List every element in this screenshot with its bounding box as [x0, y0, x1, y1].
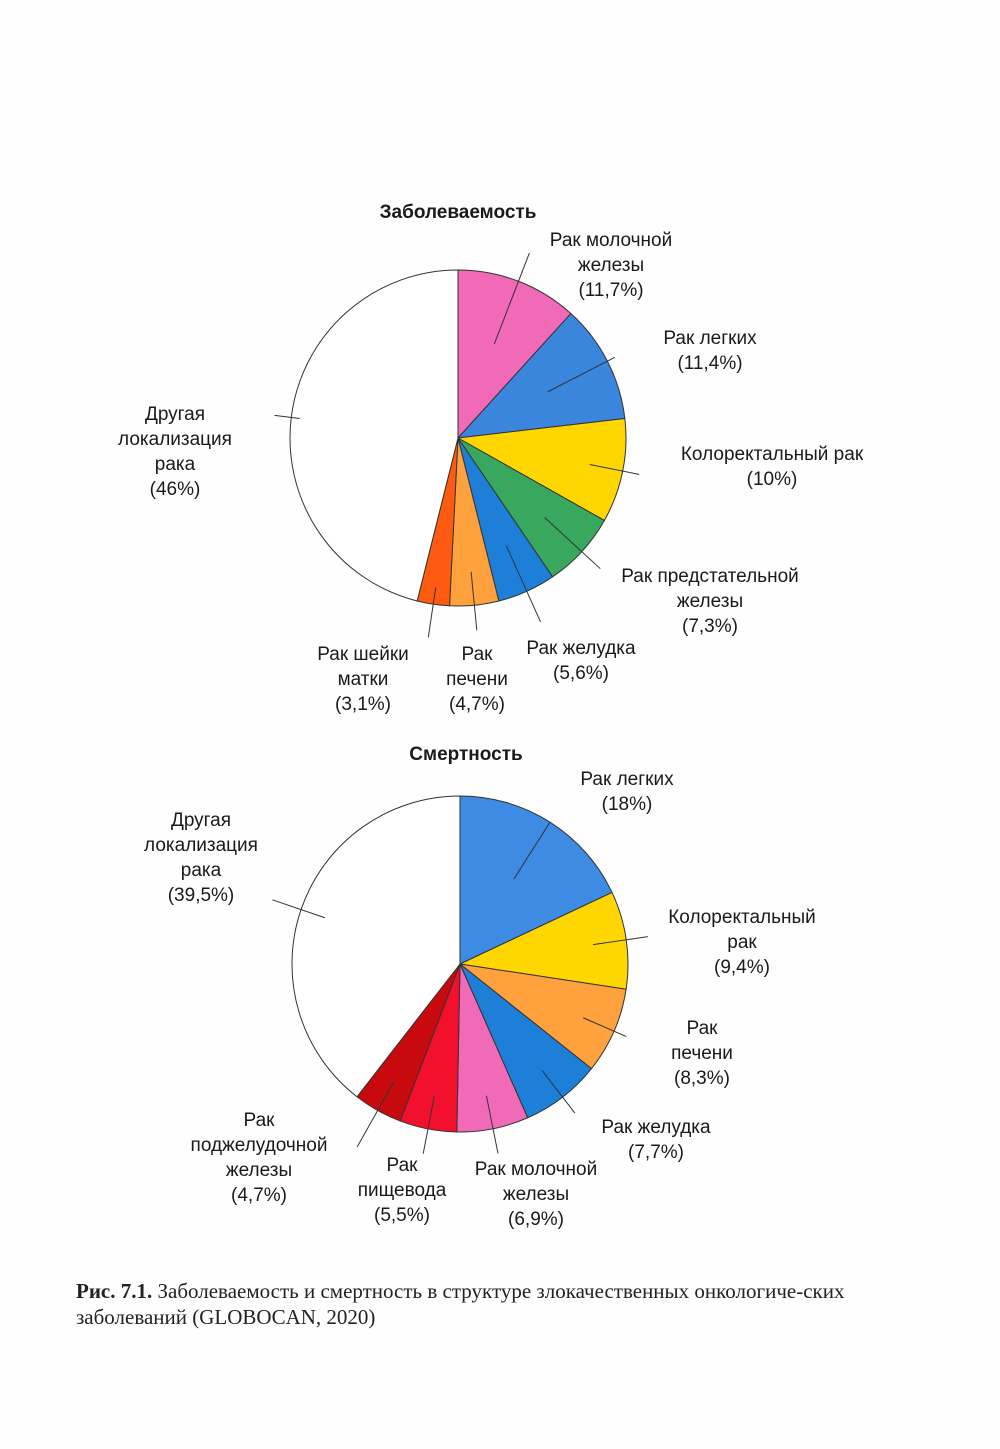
slice-label-text: Другая [144, 404, 206, 425]
pie-slice [459, 795, 613, 965]
slice-label-text: Рак [686, 1018, 718, 1039]
slice-label-text: железы [577, 255, 645, 276]
slice-label-text: Рак [461, 644, 493, 665]
slice-value-label: (3,1%) [335, 694, 391, 715]
slice-label-text: Рак легких [663, 328, 757, 349]
slice-label-text: Рак шейки [317, 644, 409, 665]
slice-label-text: железы [225, 1160, 293, 1181]
slice-label-text: пищевода [357, 1180, 447, 1201]
slice-label-text: железы [676, 591, 744, 612]
slice-label-text: Колоректальный [668, 907, 816, 928]
slice-label: Рак печени (8,3%) [671, 1016, 733, 1091]
slice-label-text: рака [154, 454, 196, 475]
slice-label: Рак поджелудочной железы (4,7%) [191, 1108, 328, 1208]
slice-label-text: железы [502, 1184, 570, 1205]
slice-value-label: (10%) [746, 469, 798, 490]
leader-line [422, 1095, 435, 1154]
slice-value-label: (11,7%) [578, 280, 644, 301]
slice-value-label: (7,3%) [682, 616, 738, 637]
slice-value-label: (9,4%) [714, 957, 770, 978]
leader-line [505, 545, 541, 623]
chart-title-mortality: Смертность [409, 744, 523, 765]
slice-label-text: локализация [144, 835, 258, 856]
slice-value-label: (46%) [149, 479, 201, 500]
slice-label-text: поджелудочной [190, 1135, 328, 1156]
leader-line [544, 517, 601, 570]
slice-label: Рак печени (4,7%) [446, 642, 508, 717]
leader-line [274, 414, 300, 419]
slice-label-text: рака [180, 860, 222, 881]
slice-value-label: (7,7%) [628, 1142, 684, 1163]
slice-label: Рак пищевода (5,5%) [358, 1153, 447, 1228]
slice-label: Другая локализация рака (39,5%) [144, 808, 258, 908]
leader-line [356, 1080, 395, 1148]
slice-value-label: (5,5%) [374, 1205, 430, 1226]
slice-label-text: Рак легких [580, 769, 674, 790]
slice-label-text: Другая [170, 810, 232, 831]
slice-label-text: печени [671, 1043, 733, 1064]
leader-line [589, 463, 640, 475]
slice-label: Рак шейки матки (3,1%) [317, 642, 409, 717]
slice-value-label: (6,9%) [508, 1209, 564, 1230]
leader-line [541, 1070, 576, 1114]
leader-line [513, 821, 551, 880]
slice-label: Рак желудка (7,7%) [601, 1115, 710, 1165]
slice-label-text: матки [337, 669, 389, 690]
slice-label-text: рак [727, 932, 757, 953]
slice-value-label: (4,7%) [449, 694, 505, 715]
leader-line [272, 899, 326, 919]
figure-caption: Рис. 7.1. Заболеваемость и смертность в … [76, 1278, 936, 1330]
slice-label-text: Рак молочной [474, 1159, 598, 1180]
slice-value-label: (4,7%) [231, 1185, 287, 1206]
slice-label: Колоректальный рак (10%) [681, 442, 863, 492]
slice-value-label: (39,5%) [167, 885, 235, 906]
slice-label: Другая локализация рака (46%) [118, 402, 232, 502]
slice-label-text: Рак [243, 1110, 275, 1131]
leader-line [470, 571, 478, 631]
slice-label-text: Рак желудка [526, 638, 636, 659]
leader-line [427, 587, 437, 638]
slice-label-text: Колоректальный рак [680, 444, 864, 465]
slice-label-text: Рак желудка [601, 1117, 711, 1138]
slice-label-text: печени [446, 669, 508, 690]
slice-label-text: Рак предстательной [621, 566, 799, 587]
slice-label: Колоректальный рак (9,4%) [668, 905, 816, 980]
slice-label: Рак молочной железы (6,9%) [475, 1157, 597, 1232]
leader-line [493, 252, 530, 345]
slice-label-text: Рак молочной [549, 230, 673, 251]
slice-label-text: локализация [118, 429, 232, 450]
slice-value-label: (11,4%) [677, 353, 743, 374]
slice-label: Рак легких (18%) [580, 767, 673, 817]
leader-line [582, 1017, 627, 1038]
leader-line [592, 936, 648, 946]
leader-line [485, 1095, 499, 1154]
slice-label-text: Рак [386, 1155, 418, 1176]
slice-label: Рак желудка (5,6%) [526, 636, 635, 686]
slice-value-label: (18%) [601, 794, 653, 815]
caption-prefix: Рис. 7.1. [76, 1279, 153, 1303]
caption-text: Заболеваемость и смертность в структуре … [76, 1279, 845, 1329]
slice-label: Рак легких (11,4%) [663, 326, 756, 376]
slice-label: Рак молочной железы (11,7%) [550, 228, 672, 303]
leader-line [547, 356, 616, 393]
chart-title-incidence: Заболеваемость [379, 202, 537, 223]
slice-value-label: (8,3%) [674, 1068, 730, 1089]
slice-label: Рак предстательной железы (7,3%) [621, 564, 799, 639]
slice-value-label: (5,6%) [553, 663, 609, 684]
